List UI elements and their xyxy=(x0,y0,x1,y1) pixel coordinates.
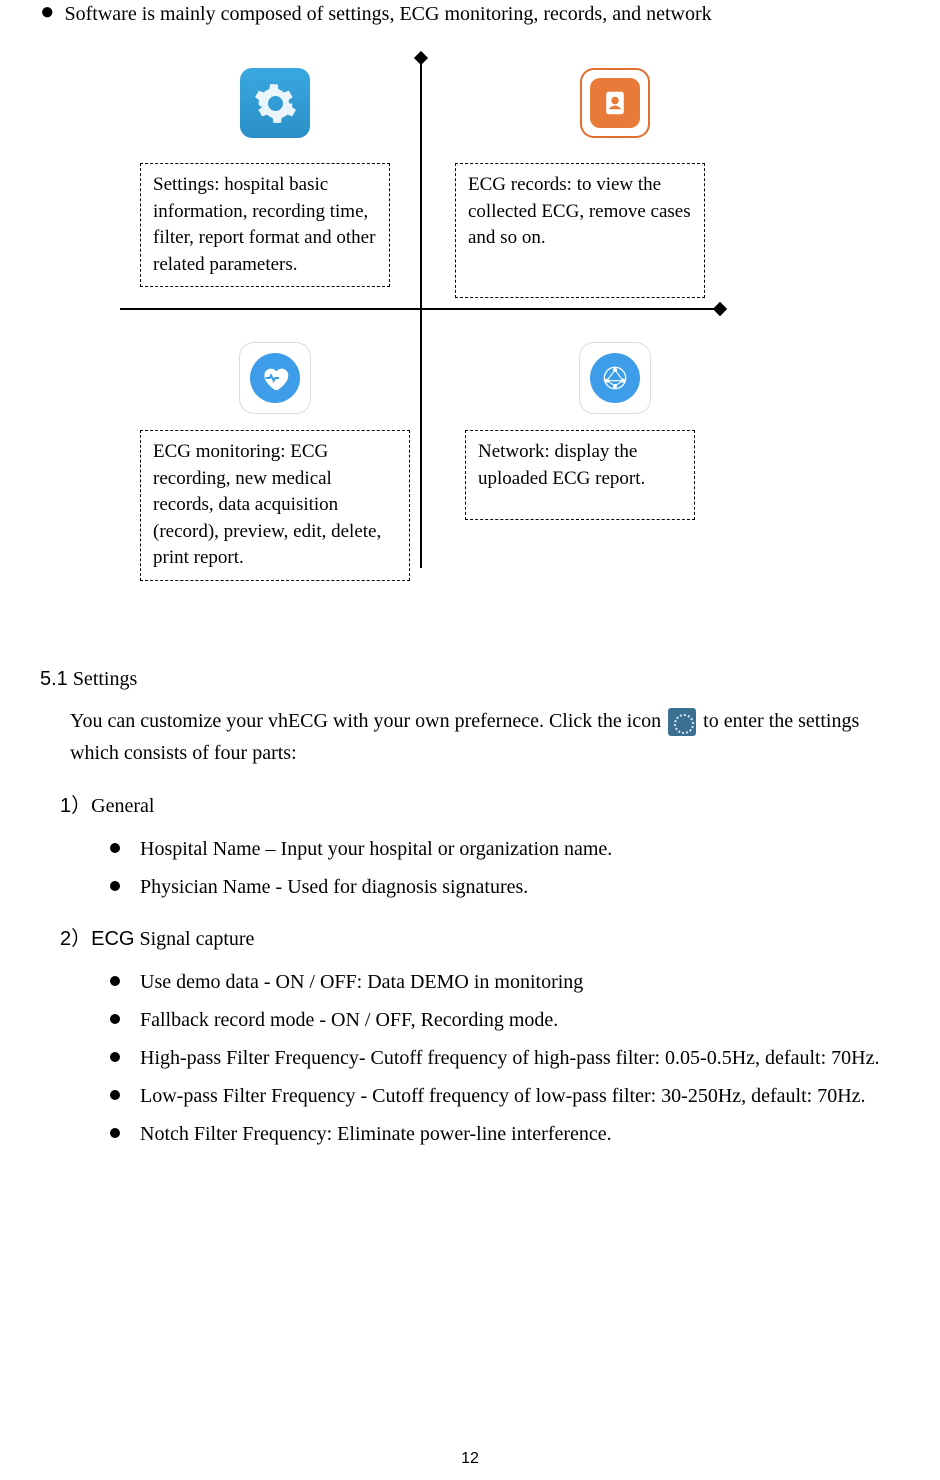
network-icon xyxy=(580,343,650,413)
general-title: General xyxy=(91,795,154,817)
records-icon xyxy=(580,68,650,138)
list-item: Low-pass Filter Frequency - Cutoff frequ… xyxy=(110,1079,900,1113)
records-description-box: ECG records: to view the collected ECG, … xyxy=(455,163,705,298)
ecg-num: 2） xyxy=(60,928,91,950)
settings-intro-before: You can customize your vhECG with your o… xyxy=(70,710,666,732)
list-item: Use demo data - ON / OFF: Data DEMO in m… xyxy=(110,965,900,999)
list-item: Fallback record mode - ON / OFF, Recordi… xyxy=(110,1003,900,1037)
ecg-list: Use demo data - ON / OFF: Data DEMO in m… xyxy=(110,965,900,1151)
ecg-title-rest: Signal capture xyxy=(134,928,254,950)
records-icon-inner xyxy=(590,78,640,128)
intro-bullet: ● Software is mainly composed of setting… xyxy=(40,0,900,28)
list-item: High-pass Filter Frequency- Cutoff frequ… xyxy=(110,1041,900,1075)
diamond-right xyxy=(713,302,727,316)
list-item: Physician Name - Used for diagnosis sign… xyxy=(110,870,900,904)
settings-inline-icon xyxy=(668,708,696,736)
settings-description-box: Settings: hospital basic information, re… xyxy=(140,163,390,287)
general-list: Hospital Name – Input your hospital or o… xyxy=(110,832,900,904)
axis-horizontal xyxy=(120,308,720,310)
monitoring-icon-inner xyxy=(250,353,300,403)
bullet-dot: ● xyxy=(40,0,55,24)
axis-vertical xyxy=(420,58,422,568)
general-heading: 1）General xyxy=(60,789,900,818)
gear-icon xyxy=(253,81,298,126)
settings-title: Settings xyxy=(73,668,137,690)
clipboard-icon xyxy=(600,88,630,118)
monitoring-icon xyxy=(240,343,310,413)
software-diagram: Settings: hospital basic information, re… xyxy=(120,68,820,628)
diamond-top xyxy=(414,51,428,65)
intro-text: Software is mainly composed of settings,… xyxy=(65,0,712,28)
network-description-box: Network: display the uploaded ECG report… xyxy=(465,430,695,520)
settings-icon xyxy=(240,68,310,138)
page-number: 12 xyxy=(0,1450,940,1468)
ecg-heading: 2）ECG Signal capture xyxy=(60,922,900,951)
monitoring-description-box: ECG monitoring: ECG recording, new medic… xyxy=(140,430,410,581)
general-num: 1） xyxy=(60,795,91,817)
list-item: Hospital Name – Input your hospital or o… xyxy=(110,832,900,866)
settings-intro: You can customize your vhECG with your o… xyxy=(70,705,900,769)
globe-network-icon xyxy=(599,362,631,394)
heart-ecg-icon xyxy=(259,362,291,394)
settings-heading: 5.1 Settings xyxy=(40,668,900,691)
network-icon-inner xyxy=(590,353,640,403)
settings-num: 5.1 xyxy=(40,668,68,690)
list-item: Notch Filter Frequency: Eliminate power-… xyxy=(110,1117,900,1151)
ecg-title-sans: ECG xyxy=(91,928,134,950)
